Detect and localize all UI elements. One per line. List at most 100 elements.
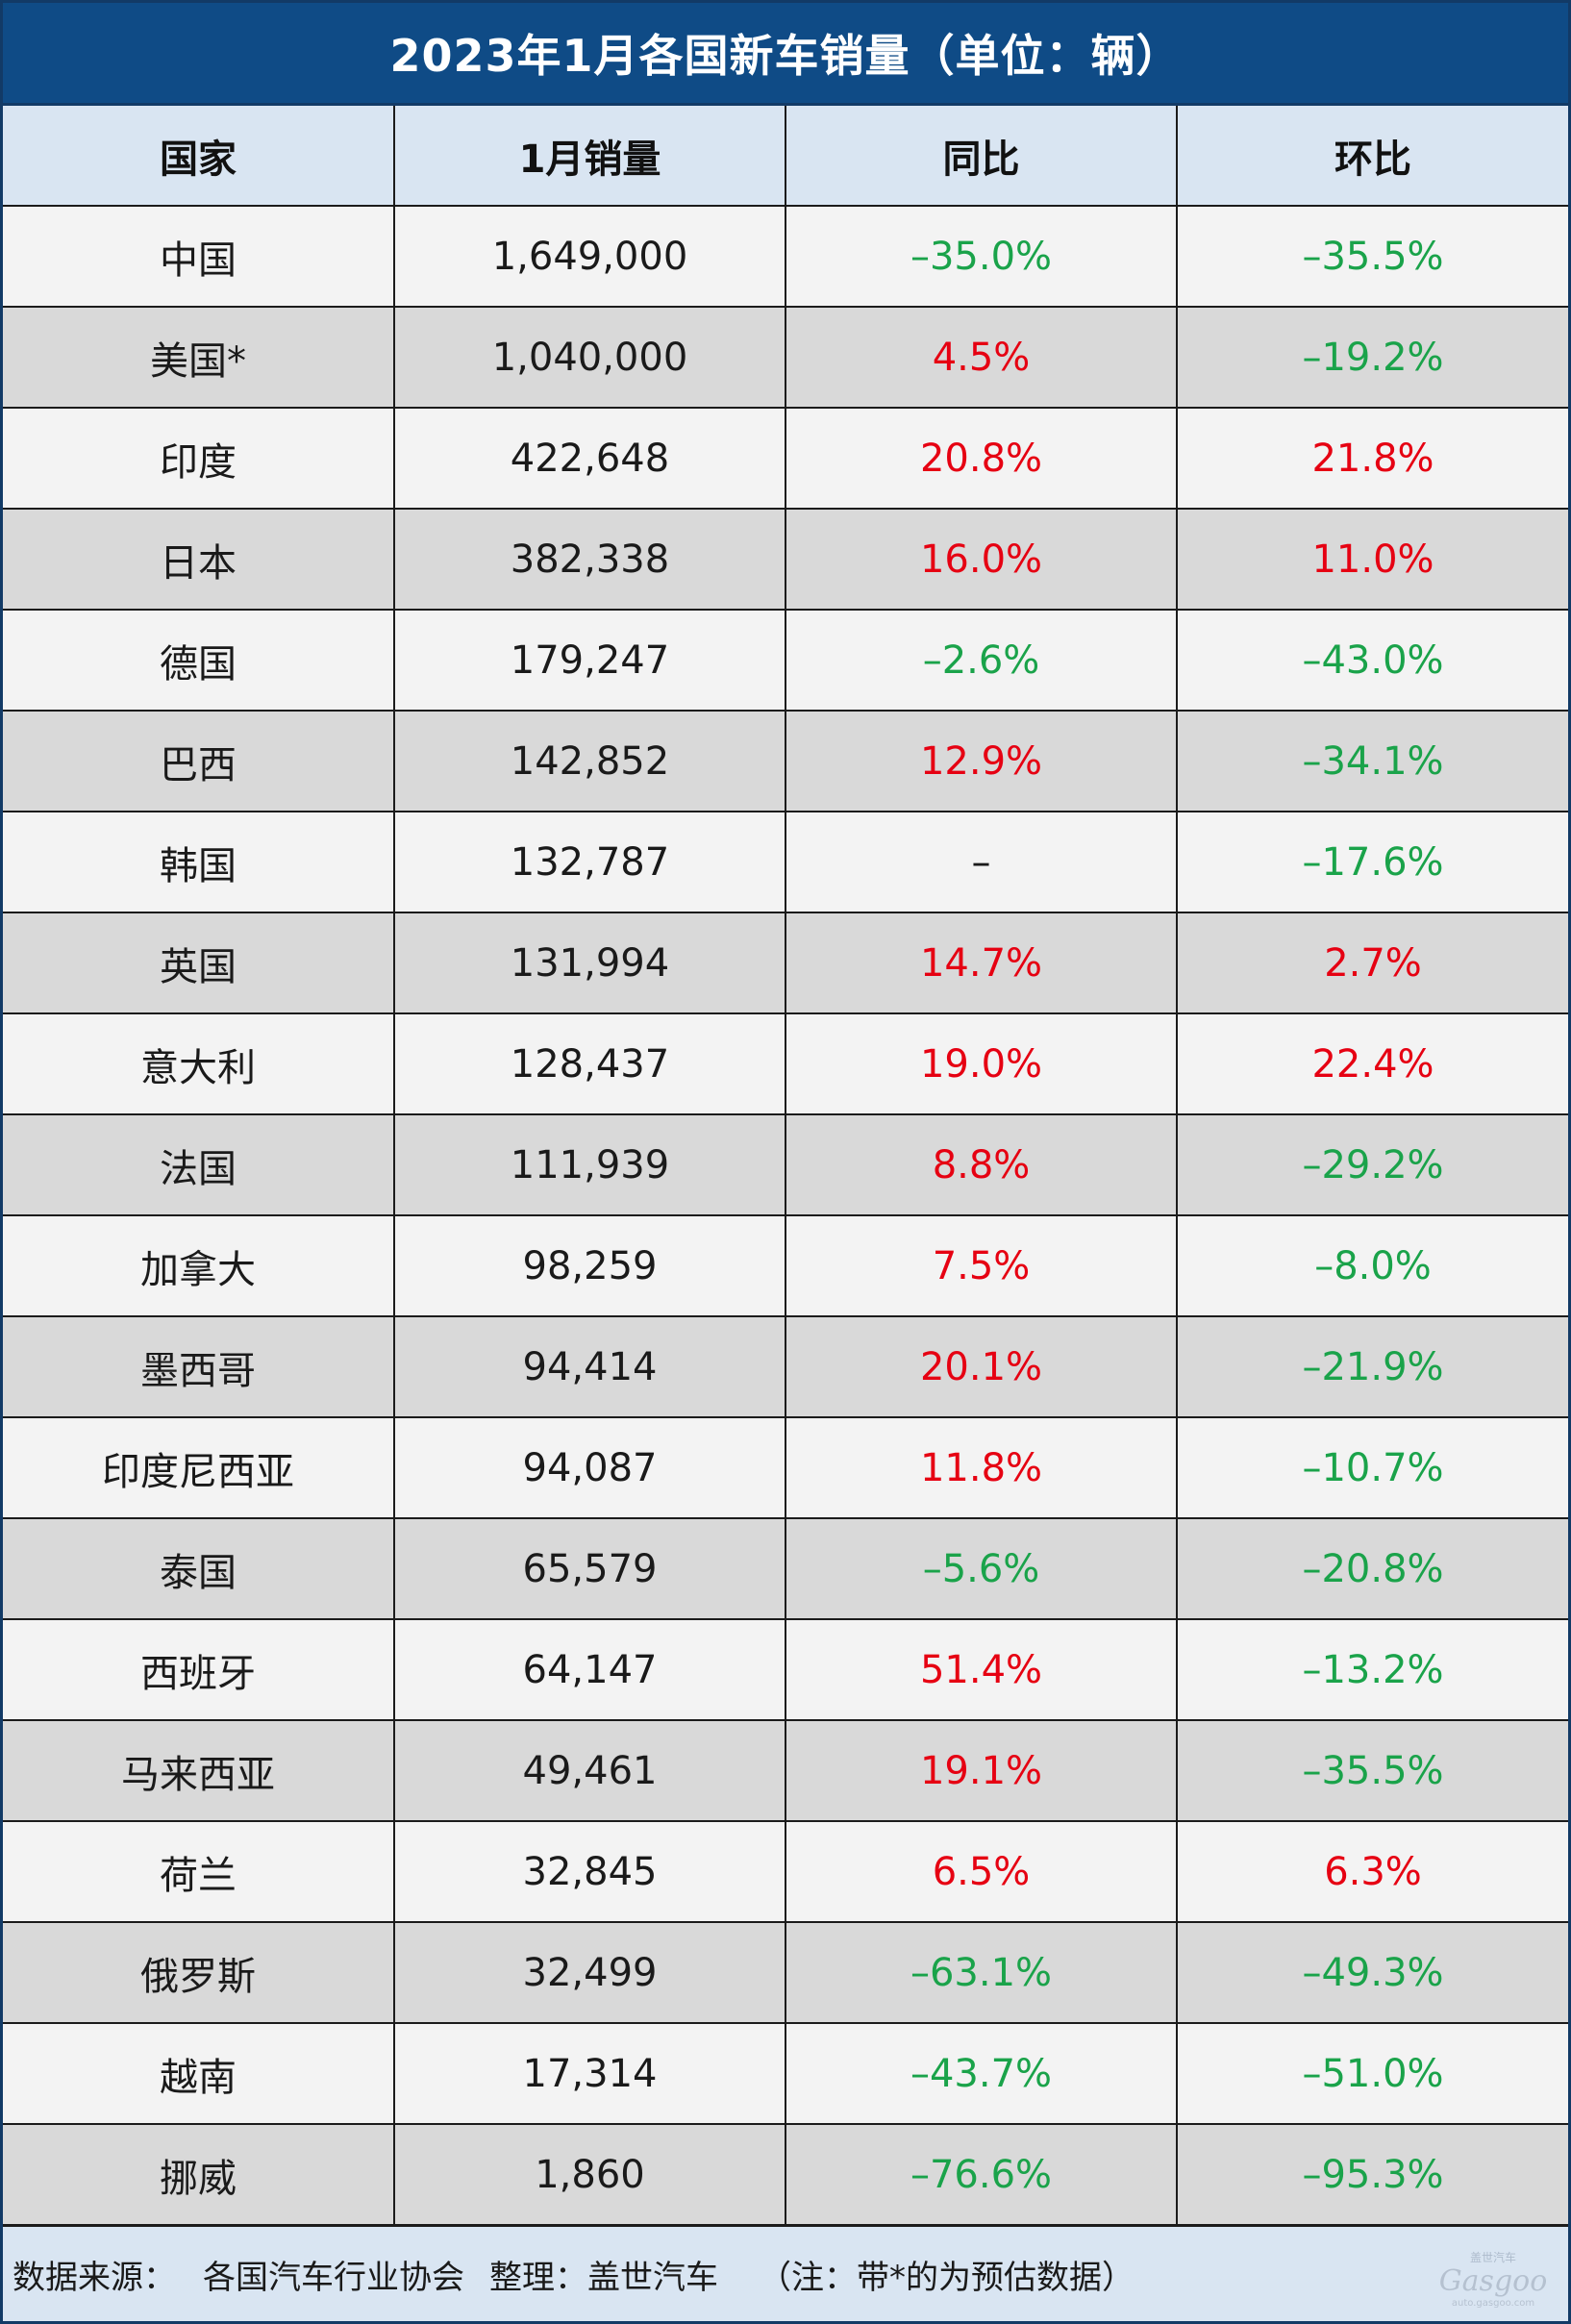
table-row: 美国* 1,040,000 4.5% –19.2% [3,306,1568,409]
estimate-note: （注：带*的为预估数据） [759,2258,1135,2297]
yoy-cell: 51.4% [785,1618,1178,1721]
mom-cell: –17.6% [1176,811,1568,913]
mom-cell: –29.2% [1176,1113,1568,1216]
column-header-yoy: 同比 [785,106,1178,207]
country-cell: 中国 [3,205,395,308]
sales-cell: 49,461 [393,1719,786,1822]
mom-cell: –13.2% [1176,1618,1568,1721]
country-cell: 泰国 [3,1517,395,1620]
country-cell: 英国 [3,912,395,1014]
mom-cell: –20.8% [1176,1517,1568,1620]
header-row: 国家 1月销量 同比 环比 [3,106,1568,207]
country-cell: 印度尼西亚 [3,1416,395,1519]
mom-cell: –51.0% [1176,2022,1568,2125]
gasgoo-logo-watermark-icon: 盖世汽车 Gasgoo auto.gasgoo.com [1439,2250,1548,2309]
table-row: 越南 17,314 –43.7% –51.0% [3,2022,1568,2125]
sales-cell: 94,414 [393,1315,786,1418]
country-cell: 西班牙 [3,1618,395,1721]
sales-cell: 132,787 [393,811,786,913]
table-body: 中国 1,649,000 –35.0% –35.5% 美国* 1,040,000 4.5% –… [3,205,1568,2226]
country-cell: 日本 [3,508,395,611]
country-cell: 马来西亚 [3,1719,395,1822]
sales-cell: 64,147 [393,1618,786,1721]
table-row: 印度尼西亚 94,087 11.8% –10.7% [3,1416,1568,1519]
mom-cell: 22.4% [1176,1012,1568,1115]
sales-cell: 142,852 [393,710,786,812]
table-row: 德国 179,247 –2.6% –43.0% [3,609,1568,712]
sales-table: 国家 1月销量 同比 环比 中国 1,649,000 –35.0% –35.5% 美国*… [3,106,1568,2226]
country-cell: 挪威 [3,2123,395,2226]
sales-cell: 128,437 [393,1012,786,1115]
sales-cell: 382,338 [393,508,786,611]
yoy-cell: –43.7% [785,2022,1178,2125]
table-title: 2023年1月各国新车销量（单位：辆） [3,3,1568,106]
svg-text:Gasgoo: Gasgoo [1439,2264,1548,2298]
mom-cell: –43.0% [1176,609,1568,712]
country-cell: 俄罗斯 [3,1921,395,2024]
table-row: 西班牙 64,147 51.4% –13.2% [3,1618,1568,1721]
svg-text:auto.gasgoo.com: auto.gasgoo.com [1452,2298,1534,2309]
sales-cell: 1,649,000 [393,205,786,308]
table-row: 韩国 132,787– –17.6% [3,811,1568,913]
table-row: 英国 131,994 14.7% 2.7% [3,912,1568,1014]
yoy-cell: 11.8% [785,1416,1178,1519]
table-row: 意大利 128,437 19.0% 22.4% [3,1012,1568,1115]
sales-cell: 179,247 [393,609,786,712]
mom-cell: 6.3% [1176,1820,1568,1923]
mom-cell: 21.8% [1176,407,1568,510]
country-cell: 韩国 [3,811,395,913]
compiler-text: 盖世汽车 [587,2258,718,2297]
svg-text:盖世汽车: 盖世汽车 [1470,2250,1516,2264]
yoy-cell: 20.8% [785,407,1178,510]
sales-cell: 65,579 [393,1517,786,1620]
source-text: 各国汽车行业协会 [203,2258,464,2297]
mom-cell: –21.9% [1176,1315,1568,1418]
country-cell: 法国 [3,1113,395,1216]
sales-cell: 32,845 [393,1820,786,1923]
sales-cell: 94,087 [393,1416,786,1519]
yoy-cell: –63.1% [785,1921,1178,2024]
column-header-country: 国家 [3,106,395,207]
yoy-cell: –76.6% [785,2123,1178,2226]
sales-cell: 98,259 [393,1214,786,1317]
table-row: 挪威 1,860 –76.6% –95.3% [3,2123,1568,2226]
sales-cell: 1,040,000 [393,306,786,409]
yoy-cell: 16.0% [785,508,1178,611]
table-row: 中国 1,649,000 –35.0% –35.5% [3,205,1568,308]
table-row: 法国 111,939 8.8% –29.2% [3,1113,1568,1216]
country-cell: 荷兰 [3,1820,395,1923]
table-row: 加拿大 98,259 7.5% –8.0% [3,1214,1568,1317]
mom-cell: –34.1% [1176,710,1568,812]
mom-cell: –8.0% [1176,1214,1568,1317]
mom-cell: –35.5% [1176,205,1568,308]
column-header-mom: 环比 [1176,106,1568,207]
mom-cell: –49.3% [1176,1921,1568,2024]
table-row: 荷兰 32,845 6.5% 6.3% [3,1820,1568,1923]
yoy-cell: 8.8% [785,1113,1178,1216]
sales-cell: 131,994 [393,912,786,1014]
country-cell: 意大利 [3,1012,395,1115]
yoy-cell: 6.5% [785,1820,1178,1923]
country-cell: 德国 [3,609,395,712]
yoy-cell: –35.0% [785,205,1178,308]
yoy-cell: 4.5% [785,306,1178,409]
country-cell: 加拿大 [3,1214,395,1317]
country-cell: 墨西哥 [3,1315,395,1418]
yoy-cell: – [785,811,1178,913]
country-cell: 印度 [3,407,395,510]
country-cell: 越南 [3,2022,395,2125]
mom-cell: –19.2% [1176,306,1568,409]
table-row: 日本 382,338 16.0% 11.0% [3,508,1568,611]
compiler-label: 整理： [489,2258,587,2297]
mom-cell: –35.5% [1176,1719,1568,1822]
table-row: 印度 422,648 20.8% 21.8% [3,407,1568,510]
sales-cell: 111,939 [393,1113,786,1216]
yoy-cell: –5.6% [785,1517,1178,1620]
yoy-cell: 20.1% [785,1315,1178,1418]
mom-cell: 11.0% [1176,508,1568,611]
yoy-cell: 14.7% [785,912,1178,1014]
column-header-sales: 1月销量 [393,106,786,207]
mom-cell: 2.7% [1176,912,1568,1014]
table-row: 马来西亚 49,461 19.1% –35.5% [3,1719,1568,1822]
